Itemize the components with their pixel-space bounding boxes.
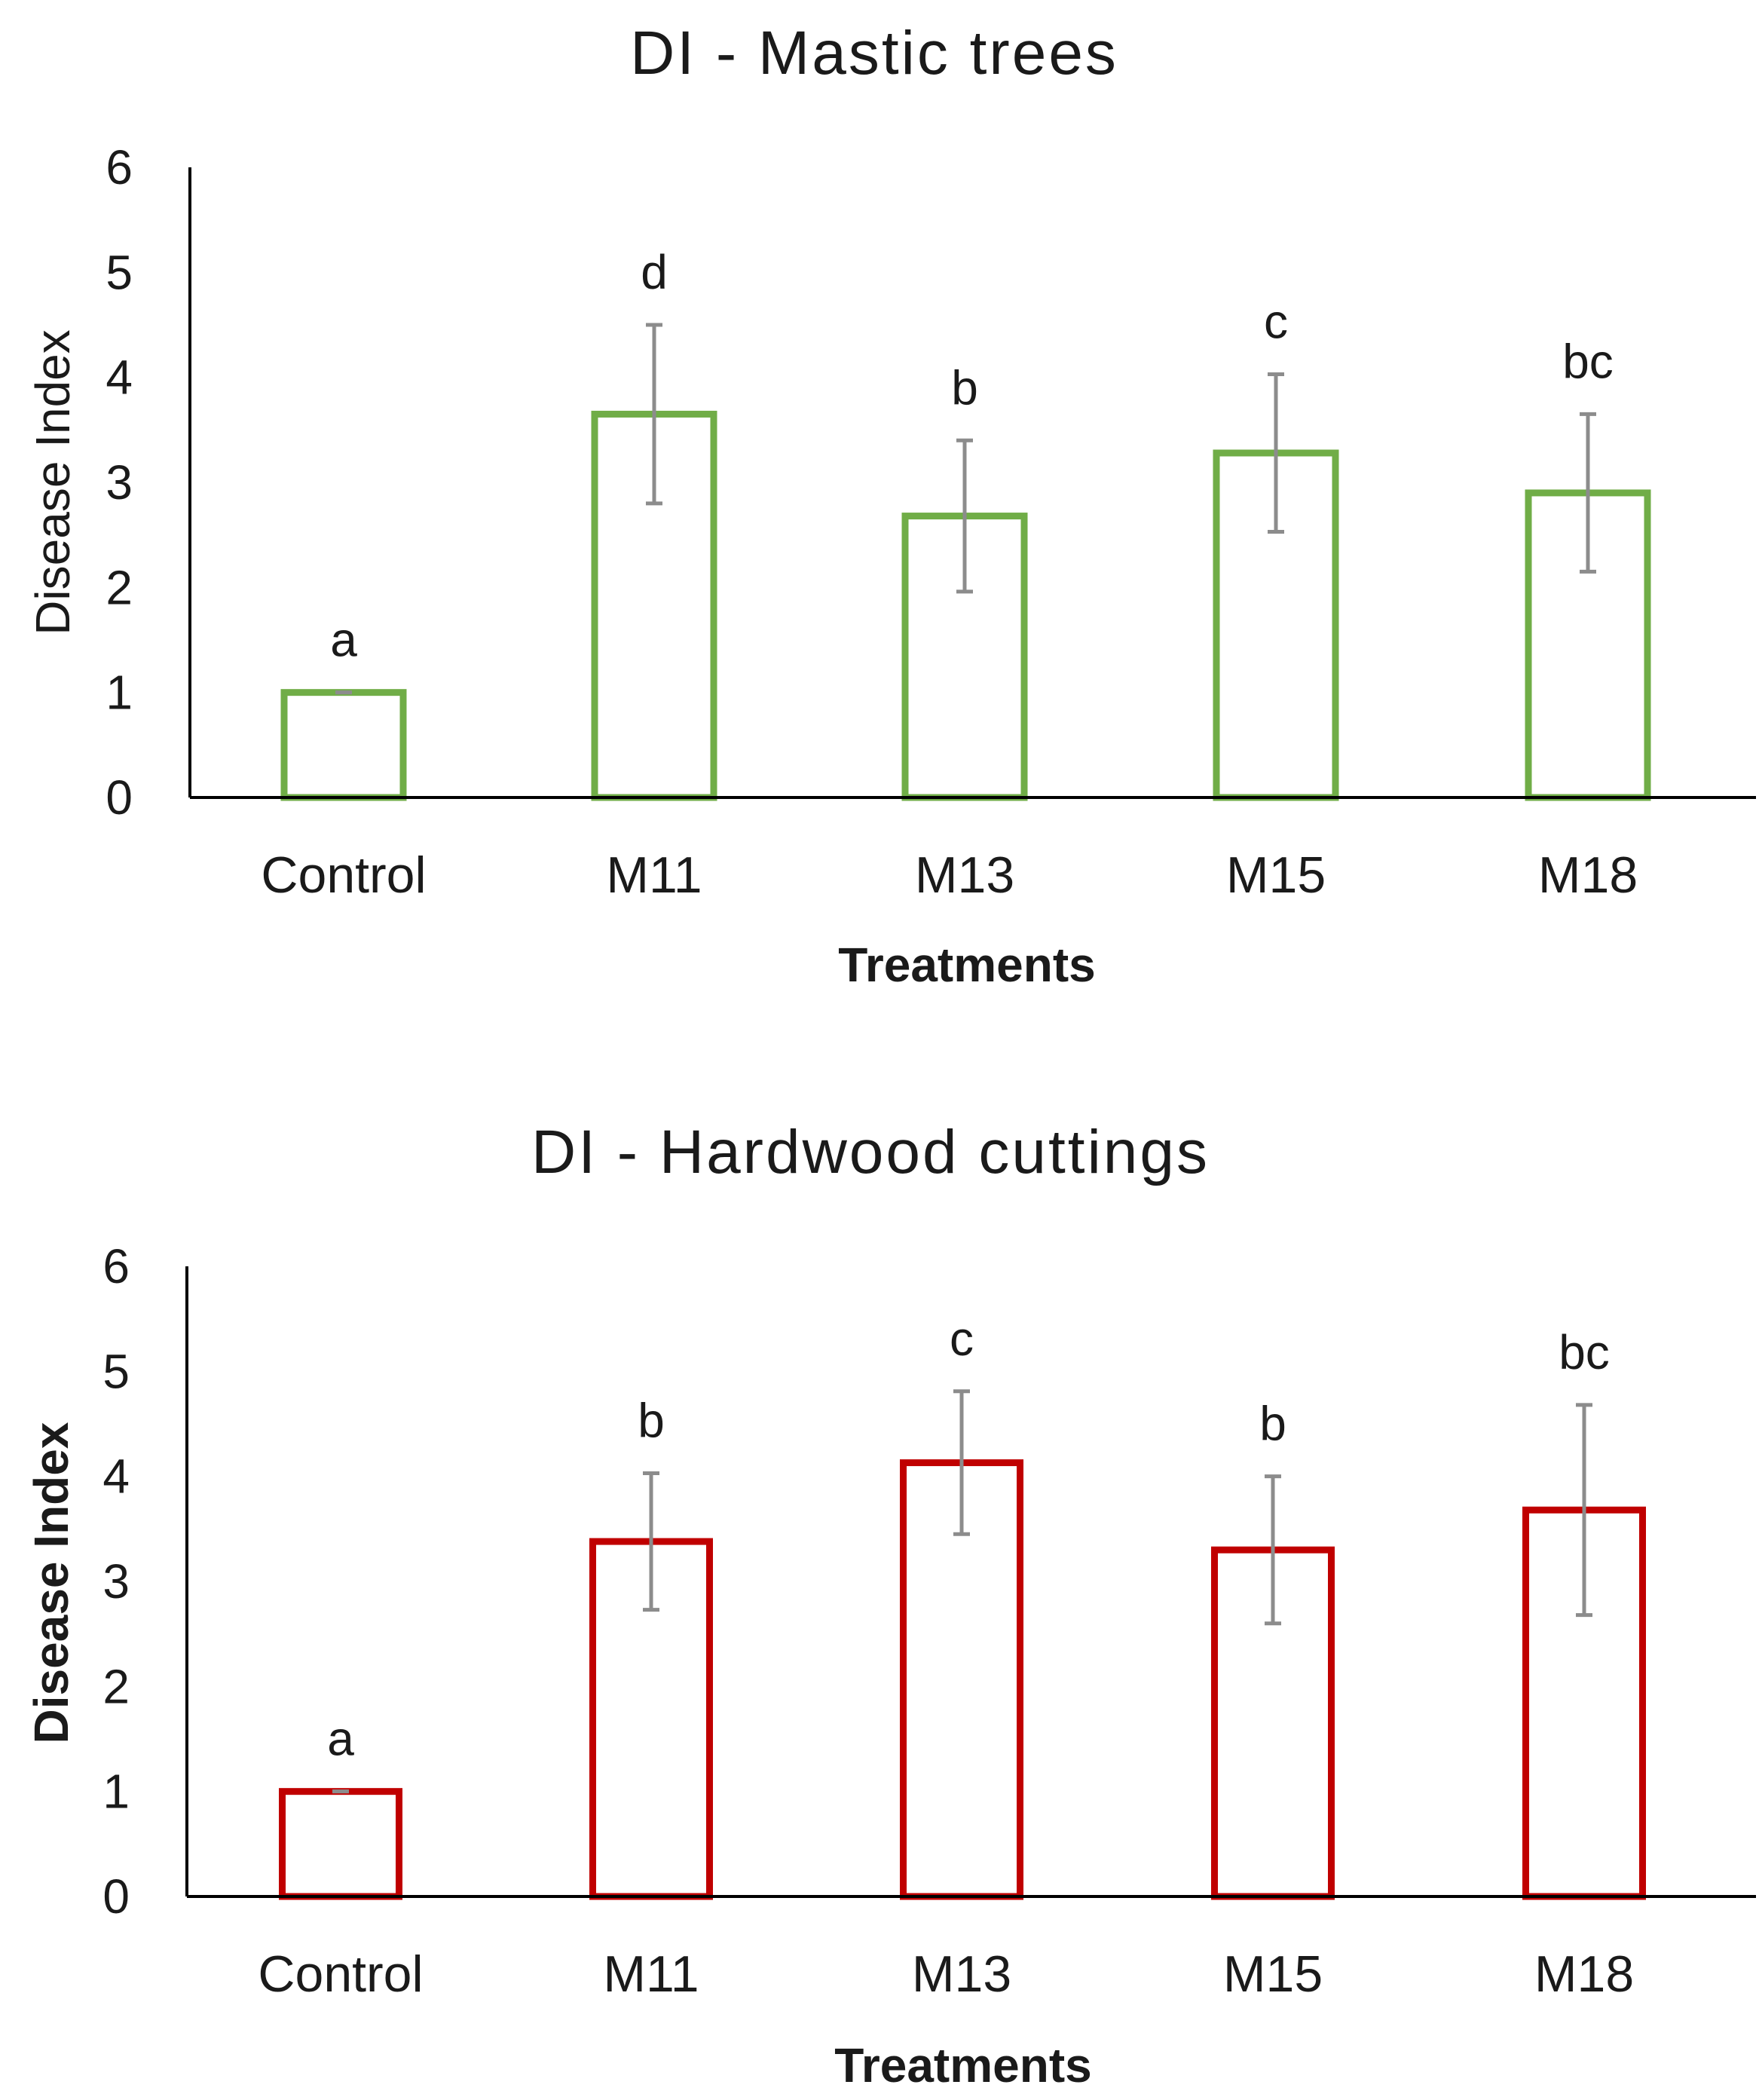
chart-2-x-tick-4: M18	[1534, 1945, 1634, 2003]
chart-2-y-tick-5: 5	[102, 1344, 130, 1398]
chart-1-x-ticks: Control M11 M13 M15 M18	[261, 846, 1638, 904]
chart-1-y-tick-3: 3	[106, 455, 133, 510]
chart-2-sig-4: bc	[1559, 1325, 1610, 1379]
chart-1-bar-3	[1213, 449, 1339, 801]
chart-1-x-axis-title: Treatments	[838, 938, 1095, 992]
chart-1-y-axis-title-group: Disease Index	[26, 329, 80, 635]
chart-2-y-tick-2: 2	[102, 1659, 130, 1713]
chart-1-error-bar-3	[1268, 372, 1284, 534]
chart-2-x-tick-3: M15	[1223, 1945, 1323, 2003]
chart-1-y-tick-2: 2	[106, 560, 133, 614]
chart-1-bar-0	[280, 689, 407, 801]
chart-2-x-ticks: Control M11 M13 M15 M18	[258, 1945, 1634, 2003]
chart-2-x-axis-title: Treatments	[834, 2038, 1091, 2092]
chart-2-error-bars	[332, 1389, 1592, 1794]
chart-2-x-tick-2: M13	[912, 1945, 1011, 2003]
chart-2-error-bar-1	[643, 1471, 659, 1612]
chart-2-sig-1: b	[638, 1393, 665, 1447]
chart-2-x-tick-0: Control	[258, 1945, 423, 2003]
chart-1-x-tick-1: M11	[606, 846, 702, 904]
chart-mastic-trees: DI - Mastic trees Disease Index 0 1 2 3 …	[26, 19, 1756, 992]
chart-2-sig-3: b	[1259, 1397, 1286, 1451]
chart-hardwood-cuttings: DI - Hardwood cuttings Disease Index 0 1…	[24, 1118, 1756, 2092]
chart-2-sig-2: c	[950, 1312, 974, 1366]
chart-1-x-tick-2: M13	[915, 846, 1014, 904]
chart-2-title: DI - Hardwood cuttings	[531, 1118, 1210, 1186]
chart-2-y-tick-0: 0	[102, 1869, 130, 1924]
chart-1-y-tick-0: 0	[106, 770, 133, 825]
chart-2-sig-0: a	[327, 1712, 354, 1766]
chart-2-significance-labels: a b c b bc	[327, 1312, 1610, 1766]
chart-1-y-tick-6: 6	[106, 140, 133, 194]
chart-2-y-axis-title-group: Disease Index	[24, 1422, 78, 1743]
chart-1-sig-1: d	[641, 245, 668, 299]
chart-1-sig-0: a	[330, 613, 357, 667]
chart-1-error-bar-1	[646, 323, 662, 506]
chart-1-sig-4: bc	[1562, 334, 1614, 388]
chart-1-error-bar-4	[1580, 412, 1596, 574]
chart-1-y-tick-1: 1	[106, 666, 133, 720]
chart-2-bar-0	[279, 1788, 402, 1900]
chart-1-title: DI - Mastic trees	[630, 19, 1118, 87]
chart-1-x-tick-0: Control	[261, 846, 426, 904]
chart-1-x-tick-4: M18	[1538, 846, 1638, 904]
chart-1-error-bars	[335, 323, 1596, 695]
chart-2-y-ticks: 0 1 2 3 4 5 6	[102, 1239, 130, 1924]
chart-1-y-tick-4: 4	[106, 351, 133, 405]
chart-1-error-bar-2	[956, 438, 973, 594]
chart-1-sig-2: b	[951, 360, 978, 415]
chart-2-error-bar-3	[1265, 1474, 1281, 1626]
chart-1-y-axis-title: Disease Index	[26, 329, 80, 635]
chart-2-y-tick-1: 1	[102, 1765, 130, 1819]
chart-2-y-tick-6: 6	[102, 1239, 130, 1293]
chart-2-y-axis-title: Disease Index	[24, 1422, 78, 1743]
chart-2-y-tick-3: 3	[102, 1554, 130, 1609]
chart-1-x-tick-3: M15	[1226, 846, 1326, 904]
chart-1-significance-labels: a d b c bc	[330, 245, 1614, 667]
chart-2-y-tick-4: 4	[102, 1449, 130, 1504]
chart-2-x-tick-1: M11	[603, 1945, 699, 2003]
chart-2-error-bar-2	[953, 1389, 970, 1536]
chart-1-y-tick-5: 5	[106, 245, 133, 299]
chart-1-sig-3: c	[1264, 294, 1288, 348]
chart-2-error-bar-4	[1576, 1403, 1592, 1618]
chart-1-y-ticks: 0 1 2 3 4 5 6	[106, 140, 133, 825]
